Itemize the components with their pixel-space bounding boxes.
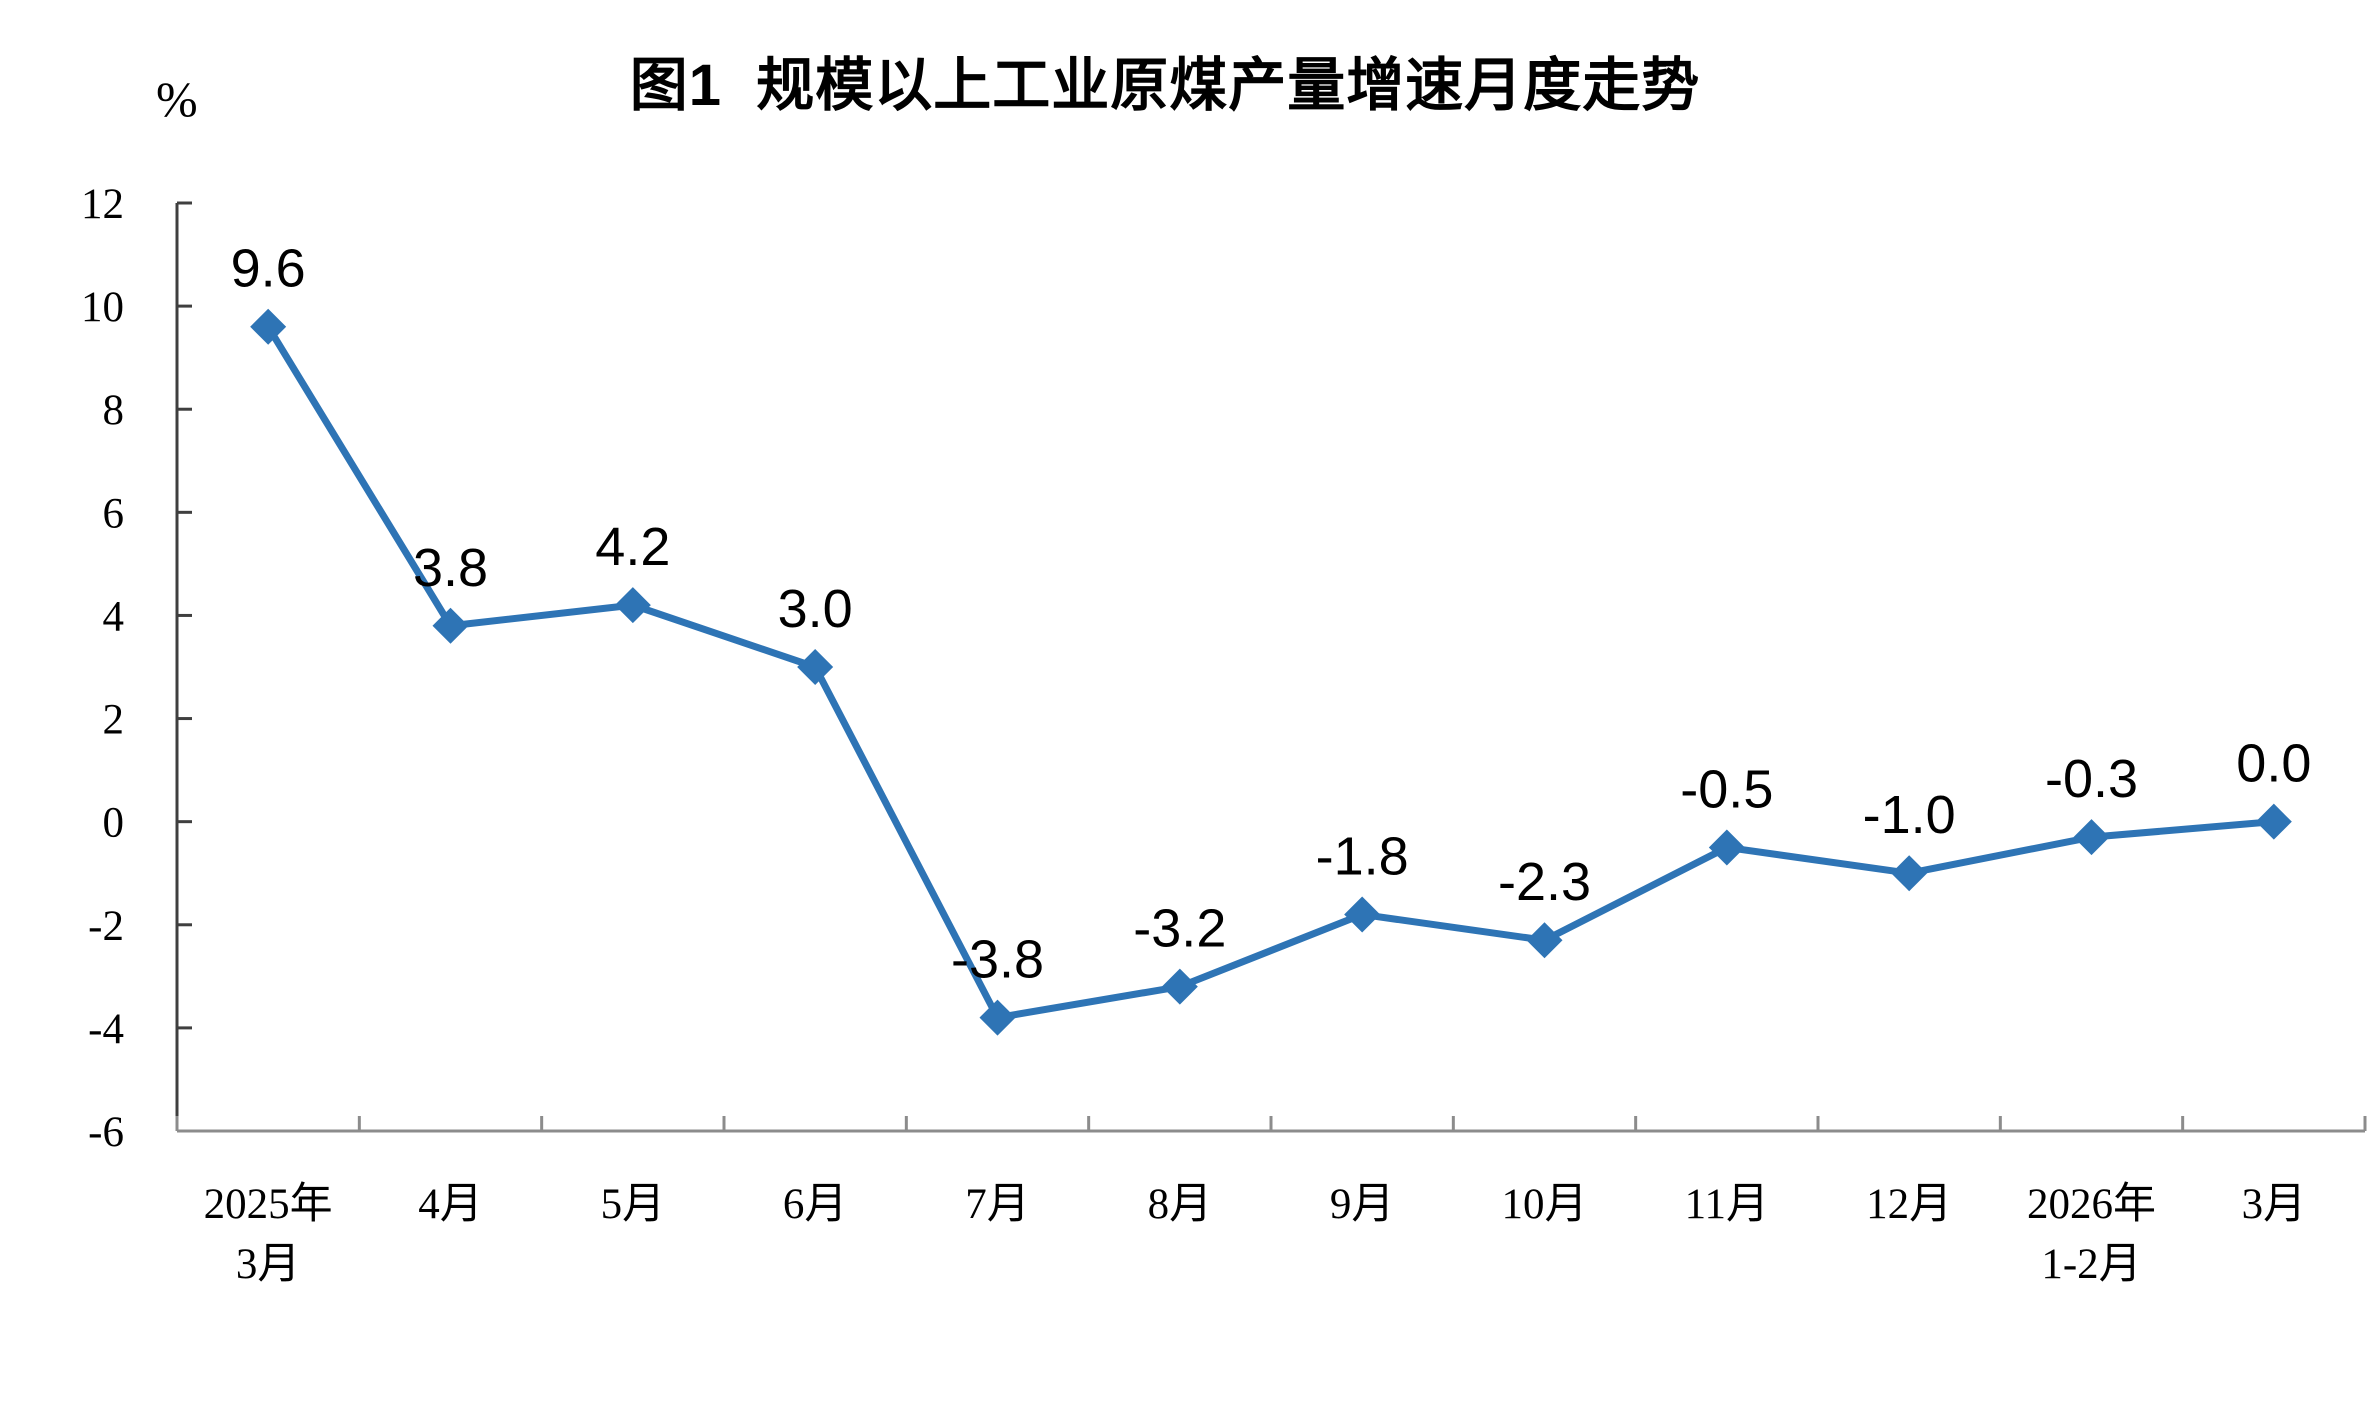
chart-title: 图1 规模以上工业原煤产量增速月度走势	[629, 53, 1701, 118]
data-point-label: -2.3	[1498, 852, 1591, 912]
data-point-label: -1.8	[1316, 826, 1409, 886]
y-tick-label: 10	[81, 284, 124, 331]
data-point-marker	[432, 607, 469, 644]
y-tick-label: 4	[103, 593, 125, 640]
y-tick-label: -6	[88, 1109, 124, 1156]
data-point-marker	[1344, 896, 1381, 933]
y-axis-unit-label: %	[156, 71, 198, 127]
data-point-marker	[1161, 968, 1198, 1005]
x-tick-label: 11月	[1685, 1181, 1769, 1228]
x-tick-label: 1-2月	[2041, 1241, 2141, 1288]
y-tick-label: -2	[88, 903, 124, 950]
data-point-label: 0.0	[2236, 734, 2311, 794]
data-point-label: 3.0	[778, 579, 853, 639]
data-point-marker	[250, 308, 287, 345]
x-tick-label: 7月	[965, 1181, 1030, 1228]
x-tick-label: 5月	[601, 1181, 666, 1228]
x-tick-label: 3月	[2242, 1181, 2307, 1228]
y-tick-label: 6	[103, 490, 125, 537]
data-point-marker	[1891, 855, 1928, 892]
data-point-marker	[614, 587, 651, 624]
data-point-label: -3.2	[1133, 899, 1226, 959]
x-tick-label: 2026年	[2027, 1181, 2156, 1228]
series-line	[264, 323, 2278, 1022]
y-tick-label: 2	[103, 697, 125, 744]
y-tick-label: -4	[88, 1006, 124, 1053]
data-point-marker	[1526, 922, 1563, 959]
data-point-marker	[797, 649, 834, 685]
data-point-label: -0.5	[1680, 759, 1773, 819]
y-tick-label: 12	[81, 181, 124, 228]
data-point-marker	[2255, 803, 2292, 840]
x-tick-label: 12月	[1866, 1181, 1952, 1228]
data-point-label: 3.8	[413, 538, 488, 598]
data-point-marker	[2073, 819, 2110, 856]
x-tick-label: 10月	[1502, 1181, 1588, 1228]
x-tick-label: 8月	[1148, 1181, 1213, 1228]
data-point-label: -0.3	[2045, 749, 2138, 809]
data-point-marker	[979, 999, 1016, 1036]
x-tick-label: 2025年	[204, 1181, 333, 1228]
y-tick-label: 0	[103, 800, 125, 847]
x-tick-label: 9月	[1330, 1181, 1395, 1228]
data-point-label: -1.0	[1863, 785, 1956, 845]
y-tick-label: 8	[103, 387, 125, 434]
data-point-label: -3.8	[951, 930, 1044, 990]
data-point-label: 9.6	[231, 239, 306, 299]
data-point-marker	[1708, 829, 1745, 866]
x-tick-label: 4月	[418, 1181, 483, 1228]
x-tick-label: 3月	[236, 1241, 301, 1288]
data-point-label: 4.2	[595, 517, 670, 577]
x-tick-label: 6月	[783, 1181, 848, 1228]
